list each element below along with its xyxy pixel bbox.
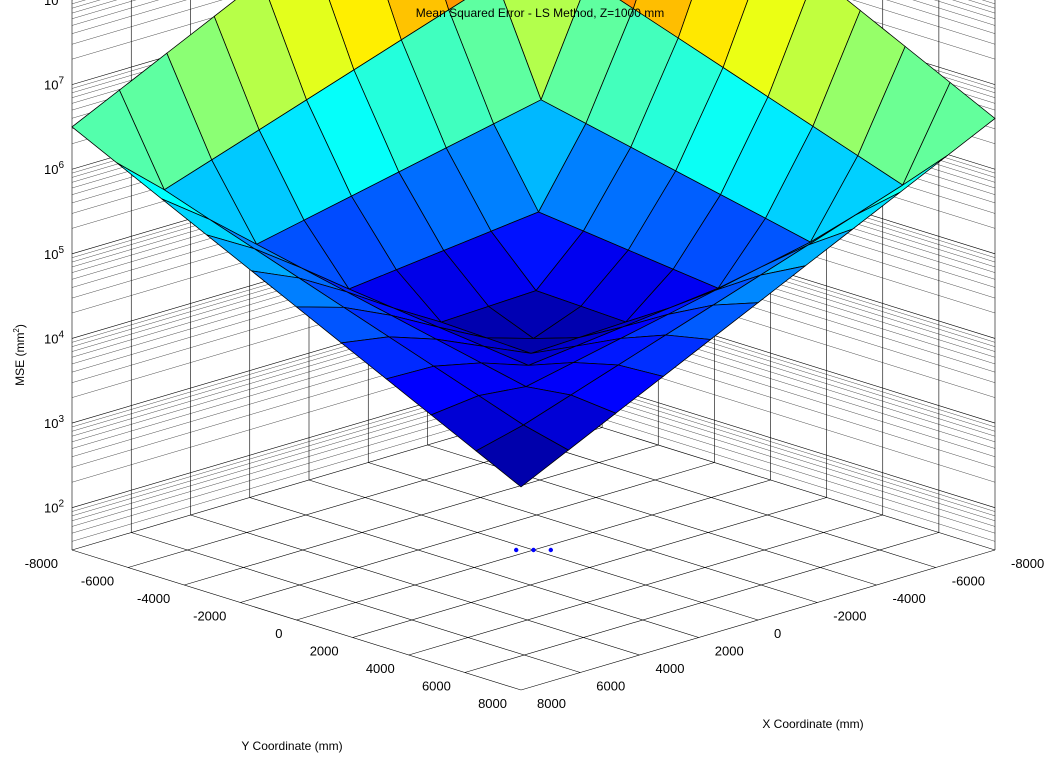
y-tick-labels: -8000 -6000 -4000 -2000 0 2000 4000 6000 8000 — [25, 556, 507, 711]
sensor-point-0 — [513, 547, 519, 553]
y-tick-label: -8000 — [25, 556, 58, 571]
z-axis-label-sup: 2 — [12, 328, 21, 333]
z-tick-label: 103 — [44, 414, 64, 431]
x-axis-label: X Coordinate (mm) — [762, 717, 863, 731]
y-tick-label: -2000 — [193, 609, 226, 624]
sensor-point-2 — [531, 547, 536, 553]
x-tick-label: 2000 — [715, 644, 744, 659]
z-axis-label-end: ) — [13, 324, 27, 328]
z-tick-label: 106 — [44, 160, 64, 177]
chart-title: Mean Squared Error - LS Method, Z=1000 m… — [416, 6, 664, 20]
y-axis-label: Y Coordinate (mm) — [241, 739, 342, 753]
surface-patch-9-9 — [475, 424, 570, 488]
z-tick-labels: 102103104105106107108109 — [44, 0, 64, 516]
y-tick-label: -6000 — [81, 574, 114, 589]
sensor-point-1 — [548, 547, 554, 553]
floor-grid-y-7 — [464, 532, 939, 673]
floor-grid-y-6 — [408, 514, 883, 656]
y-tick-label: 4000 — [366, 661, 395, 676]
y-tick-label: 8000 — [478, 696, 507, 711]
x-tick-label: -2000 — [833, 609, 866, 624]
floor-grid-y-8 — [520, 549, 996, 691]
x-tick-labels: -8000 -6000 -4000 -2000 0 2000 4000 6000 8000 — [537, 556, 1044, 711]
z-tick-label: 108 — [44, 0, 64, 8]
z-tick-label: 107 — [44, 76, 64, 93]
x-tick-label: -4000 — [893, 591, 926, 606]
floor-grid-y-2 — [184, 444, 659, 586]
y-tick-label: -4000 — [137, 591, 170, 606]
x-tick-label: 4000 — [656, 661, 685, 676]
z-tick-label: 102 — [44, 499, 64, 516]
y-tick-label: 2000 — [310, 644, 339, 659]
y-tick-label: 0 — [275, 626, 282, 641]
z-tick-label: 104 — [44, 329, 64, 346]
x-tick-label: 6000 — [596, 679, 625, 694]
x-tick-label: -8000 — [1011, 556, 1044, 571]
z-axis-label-text: MSE (mm — [13, 333, 27, 386]
z-axis-label: MSE (mm2) — [12, 324, 27, 386]
y-tick-label: 6000 — [422, 679, 451, 694]
floor-grid-y-5 — [352, 497, 827, 638]
x-tick-label: 8000 — [537, 696, 566, 711]
mse-surface — [71, 0, 996, 488]
x-tick-label: 0 — [774, 626, 781, 641]
z-tick-label: 105 — [44, 245, 64, 262]
floor-grid-y-3 — [240, 462, 715, 603]
sensor-points — [513, 547, 554, 553]
x-tick-label: -6000 — [952, 574, 985, 589]
